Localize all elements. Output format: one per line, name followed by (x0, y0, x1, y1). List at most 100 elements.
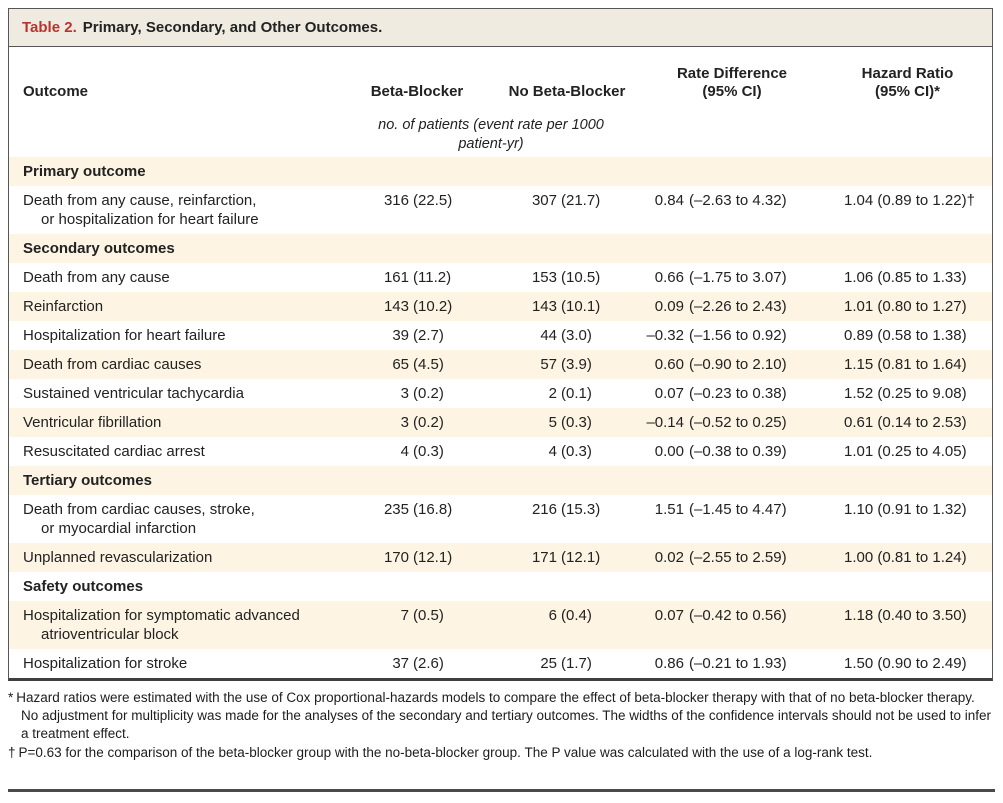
footnote-dagger: † P=0.63 for the comparison of the beta-b… (8, 744, 995, 762)
outcome-cell: Death from cardiac causes, stroke, or myo… (9, 500, 341, 538)
beta-blocker-count: 7 (400, 607, 409, 624)
table-row: Hospitalization for symptomatic advanced… (9, 601, 992, 649)
outcome-cell: Unplanned revascularization (9, 548, 341, 567)
no-beta-blocker-event-rate: (1.7) (561, 655, 592, 672)
section-header-label: Primary outcome (23, 163, 146, 180)
section-header-label: Secondary outcomes (23, 240, 175, 257)
no-beta-blocker-event-rate: (0.4) (561, 607, 592, 624)
column-header-outcome: Outcome (23, 83, 89, 100)
rate-difference-ci: (–2.63 to 4.32) (689, 192, 787, 209)
hazard-ratio-header-line2: (95% CI)* (874, 83, 941, 100)
no-beta-blocker-event-rate: (10.1) (561, 298, 601, 315)
column-header-beta-blocker: Beta-Blocker (370, 83, 464, 100)
section-header-row: Primary outcome (9, 157, 992, 186)
rate-difference-value: 0.07 (654, 607, 684, 624)
rate-difference-header-line1: Rate Difference (676, 65, 788, 82)
table-title-text: Primary, Secondary, and Other Outcomes. (82, 19, 383, 36)
section-header-label: Tertiary outcomes (23, 472, 152, 489)
table-title-bar: Table 2. Primary, Secondary, and Other O… (9, 9, 992, 47)
table-row: Ventricular fibrillation 3 (0.2) 5 (0.3) –0.1… (9, 408, 992, 437)
hazard-ratio-value: 1.15 (0.81 to 1.64) (844, 356, 967, 373)
beta-blocker-event-rate: (0.5) (413, 607, 444, 624)
no-beta-blocker-count: 307 (531, 192, 557, 209)
hazard-ratio-value: 1.18 (0.40 to 3.50) (844, 607, 967, 624)
beta-blocker-count: 316 (383, 192, 409, 209)
beta-blocker-count: 170 (383, 549, 409, 566)
outcome-cell: Death from any cause, reinfarction, or ho… (9, 191, 341, 229)
hazard-ratio-value: 1.50 (0.90 to 2.49) (844, 655, 967, 672)
outcome-cell: Resuscitated cardiac arrest (9, 442, 341, 461)
units-subheader-row: no. of patients (event rate per 1000 pat… (9, 113, 992, 157)
hazard-ratio-value: 1.01 (0.80 to 1.27) (844, 298, 967, 315)
rate-difference-ci: (–0.38 to 0.39) (689, 443, 787, 460)
no-beta-blocker-count: 4 (548, 443, 557, 460)
hazard-ratio-value: 0.89 (0.58 to 1.38) (844, 327, 967, 344)
table-row: Unplanned revascularization 170 (12.1) 171(… (9, 543, 992, 572)
outcome-cell: Reinfarction (9, 297, 341, 316)
beta-blocker-event-rate: (22.5) (413, 192, 453, 209)
beta-blocker-event-rate: (4.5) (413, 356, 444, 373)
beta-blocker-count: 235 (383, 501, 409, 518)
rate-difference-value: 1.51 (654, 501, 684, 518)
no-beta-blocker-event-rate: (10.5) (561, 269, 601, 286)
hazard-ratio-value: 1.01 (0.25 to 4.05) (844, 443, 967, 460)
beta-blocker-count: 65 (392, 356, 409, 373)
table-row: Sustained ventricular tachycardia 3 (0.2) 2… (9, 379, 992, 408)
outcome-text: Resuscitated cardiac arrest (23, 443, 205, 460)
no-beta-blocker-count: 25 (540, 655, 557, 672)
footnote-text: P=0.63 for the comparison of the beta-bl… (18, 745, 873, 760)
table-row: Hospitalization for stroke 37 (2.6) 25 (1.7)… (9, 649, 992, 678)
outcome-text: Hospitalization for symptomatic advanced (23, 607, 300, 624)
outcome-text: Death from any cause (23, 269, 170, 286)
footnote-asterisk: * Hazard ratios were estimated with the u… (8, 689, 995, 743)
table-row: Resuscitated cardiac arrest 4 (0.3) 4 (0.3) 0… (9, 437, 992, 466)
outcome-cell: Hospitalization for stroke (9, 654, 341, 673)
outcome-text-line2: or myocardial infarction (41, 520, 197, 537)
footnote-marker: † (8, 745, 16, 760)
no-beta-blocker-count: 57 (540, 356, 557, 373)
rate-difference-ci: (–1.56 to 0.92) (689, 327, 787, 344)
outcome-cell: Death from cardiac causes (9, 355, 341, 374)
table-row: Death from any cause, reinfarction, or ho… (9, 186, 992, 234)
rate-difference-ci: (–0.23 to 0.38) (689, 385, 787, 402)
rate-difference-value: –0.14 (646, 414, 684, 431)
outcome-text: Hospitalization for stroke (23, 655, 188, 672)
table-row: Hospitalization for heart failure 39 (2.7)… (9, 321, 992, 350)
rate-difference-value: 0.00 (654, 443, 684, 460)
outcome-text-line2: or hospitalization for heart failure (41, 211, 259, 228)
footnote-text: Hazard ratios were estimated with the us… (16, 690, 992, 741)
table-row: Death from cardiac causes, stroke, or myo… (9, 495, 992, 543)
no-beta-blocker-event-rate: (0.3) (561, 443, 592, 460)
no-beta-blocker-event-rate: (3.9) (561, 356, 592, 373)
rate-difference-value: 0.09 (654, 298, 684, 315)
beta-blocker-event-rate: (0.2) (413, 414, 444, 431)
hazard-ratio-value: 1.52 (0.25 to 9.08) (844, 385, 967, 402)
outcome-text: Death from cardiac causes, stroke, (23, 501, 255, 518)
rate-difference-value: 0.07 (654, 385, 684, 402)
table-body: Primary outcome Death from any cause, rei… (9, 157, 992, 678)
outcome-text: Reinfarction (23, 298, 104, 315)
outcome-text: Sustained ventricular tachycardia (23, 385, 244, 402)
beta-blocker-event-rate: (16.8) (413, 501, 453, 518)
rate-difference-ci: (–1.45 to 4.47) (689, 501, 787, 518)
rate-difference-ci: (–0.21 to 1.93) (689, 655, 787, 672)
table-row: Death from cardiac causes 65 (4.5) 57 (3.9) 0… (9, 350, 992, 379)
outcome-text: Hospitalization for heart failure (23, 327, 226, 344)
units-note: no. of patients (event rate per 1000 pat… (378, 117, 604, 152)
no-beta-blocker-count: 216 (531, 501, 557, 518)
no-beta-blocker-event-rate: (21.7) (561, 192, 601, 209)
outcome-text-line2: atrioventricular block (41, 626, 179, 643)
column-header-no-beta-blocker: No Beta-Blocker (508, 83, 626, 100)
outcome-text: Ventricular fibrillation (23, 414, 162, 431)
beta-blocker-event-rate: (12.1) (413, 549, 453, 566)
column-header-hazard-ratio: Hazard Ratio (95% CI)* (823, 65, 992, 101)
rate-difference-header-line2: (95% CI) (702, 83, 762, 100)
rate-difference-ci: (–2.26 to 2.43) (689, 298, 787, 315)
no-beta-blocker-event-rate: (12.1) (561, 549, 601, 566)
rate-difference-value: 0.60 (654, 356, 684, 373)
rate-difference-value: 0.02 (654, 549, 684, 566)
no-beta-blocker-event-rate: (0.1) (561, 385, 592, 402)
column-header-rate-difference: Rate Difference (95% CI) (641, 65, 823, 101)
rate-difference-value: 0.86 (654, 655, 684, 672)
